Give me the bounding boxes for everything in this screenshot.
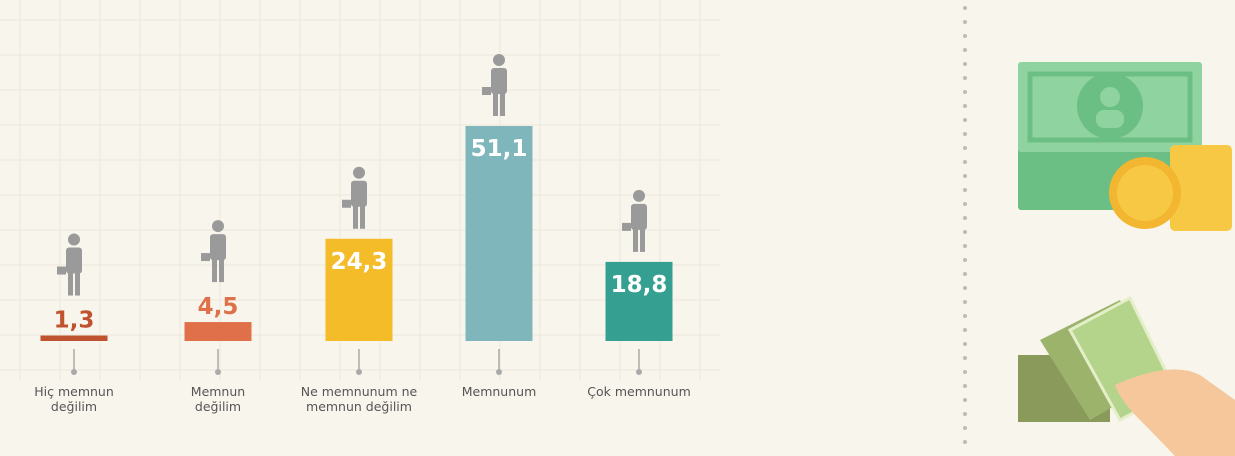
tick-dot xyxy=(636,369,642,375)
value-label: 1,3 xyxy=(54,308,95,334)
bar xyxy=(41,336,108,341)
page: 1,3 4,5 24,3 51,1 18,8 Hiç memnun değilim Mem… xyxy=(0,0,1235,456)
money-illustration xyxy=(1018,62,1232,231)
tick-dot xyxy=(215,369,221,375)
person-icon xyxy=(201,220,226,282)
value-label: 18,8 xyxy=(611,272,668,298)
person-icon xyxy=(342,167,367,229)
person-icon xyxy=(482,54,507,116)
category-label: Çok memnunum xyxy=(574,384,704,399)
category-label: Hiç memnun değilim xyxy=(34,384,114,414)
person-icon xyxy=(622,190,647,252)
value-label: 24,3 xyxy=(331,249,388,275)
category-label: Ne memnunum ne memnun değilim xyxy=(289,384,429,414)
category-label: Memnunum xyxy=(444,384,554,399)
category-label: Memnun değilim xyxy=(178,384,258,414)
tick-dot xyxy=(356,369,362,375)
cash-hand-illustration xyxy=(1018,298,1235,456)
tick-dot xyxy=(71,369,77,375)
tick-dot xyxy=(496,369,502,375)
value-label: 51,1 xyxy=(471,136,528,162)
bar xyxy=(185,322,252,341)
value-label: 4,5 xyxy=(198,294,239,320)
